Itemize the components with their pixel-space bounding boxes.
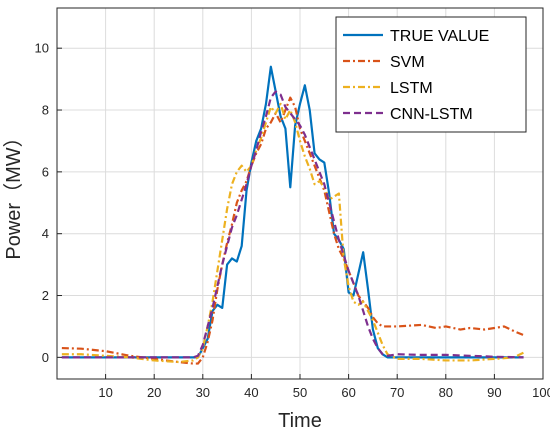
- x-tick-label: 60: [341, 385, 355, 400]
- x-tick-label: 100: [532, 385, 550, 400]
- legend-label-cnn-lstm: CNN-LSTM: [390, 106, 473, 123]
- x-tick-label: 40: [244, 385, 258, 400]
- y-tick-label: 2: [42, 288, 49, 303]
- x-tick-label: 90: [487, 385, 501, 400]
- x-tick-label: 10: [98, 385, 112, 400]
- series-line-true-value: [61, 65, 524, 359]
- legend: TRUE VALUE SVM LSTM CNN-LSTM: [335, 16, 527, 133]
- x-tick-label: 70: [390, 385, 404, 400]
- series-line-cnn-lstm: [61, 90, 524, 359]
- legend-label-true-value: TRUE VALUE: [390, 28, 489, 45]
- legend-label-lstm: LSTM: [390, 80, 433, 97]
- legend-label-svm: SVM: [390, 54, 425, 71]
- series-layer: [61, 65, 525, 365]
- x-axis-label: Time: [278, 410, 322, 432]
- x-tick-label: 20: [147, 385, 161, 400]
- series-line-svm: [61, 96, 524, 365]
- y-tick-label: 0: [42, 350, 49, 365]
- series-line-lstm: [61, 102, 525, 364]
- x-tick-label: 30: [196, 385, 210, 400]
- y-tick-label: 4: [42, 226, 49, 241]
- axis-ticks: 10 20 30 40 50 60 70 80 90 100 0 2 4 6 8 10: [35, 41, 550, 400]
- y-tick-label: 8: [42, 103, 49, 118]
- x-tick-label: 80: [439, 385, 453, 400]
- y-axis-label: Power（MW）: [2, 127, 25, 259]
- y-tick-label: 6: [42, 164, 49, 179]
- x-tick-label: 50: [293, 385, 307, 400]
- y-tick-label: 10: [35, 41, 49, 56]
